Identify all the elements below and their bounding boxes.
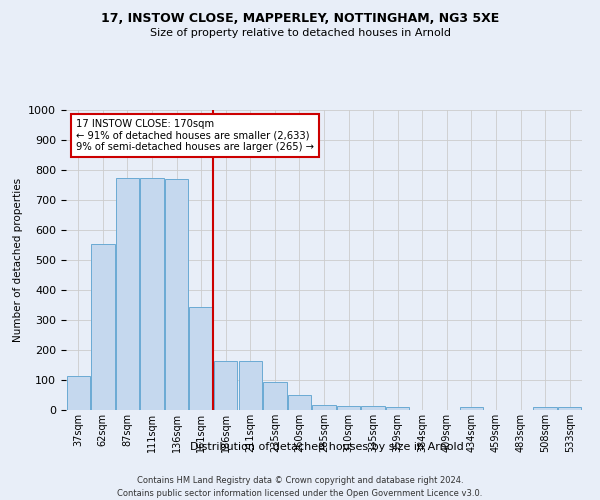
Bar	[140, 178, 164, 410]
Bar	[533, 408, 557, 410]
Text: Size of property relative to detached houses in Arnold: Size of property relative to detached ho…	[149, 28, 451, 38]
Bar	[460, 408, 483, 410]
Bar	[91, 244, 115, 410]
Bar	[116, 178, 139, 410]
Bar	[239, 360, 262, 410]
Bar	[313, 404, 335, 410]
Bar	[386, 407, 409, 410]
Bar	[337, 406, 360, 410]
Text: Contains HM Land Registry data © Crown copyright and database right 2024.
Contai: Contains HM Land Registry data © Crown c…	[118, 476, 482, 498]
Text: Distribution of detached houses by size in Arnold: Distribution of detached houses by size …	[190, 442, 464, 452]
Bar	[361, 406, 385, 410]
Bar	[214, 360, 238, 410]
Y-axis label: Number of detached properties: Number of detached properties	[13, 178, 23, 342]
Bar	[558, 408, 581, 410]
Text: 17 INSTOW CLOSE: 170sqm
← 91% of detached houses are smaller (2,633)
9% of semi-: 17 INSTOW CLOSE: 170sqm ← 91% of detache…	[76, 119, 314, 152]
Bar	[190, 306, 213, 410]
Bar	[165, 179, 188, 410]
Bar	[67, 376, 90, 410]
Text: 17, INSTOW CLOSE, MAPPERLEY, NOTTINGHAM, NG3 5XE: 17, INSTOW CLOSE, MAPPERLEY, NOTTINGHAM,…	[101, 12, 499, 26]
Bar	[288, 395, 311, 410]
Bar	[263, 382, 287, 410]
